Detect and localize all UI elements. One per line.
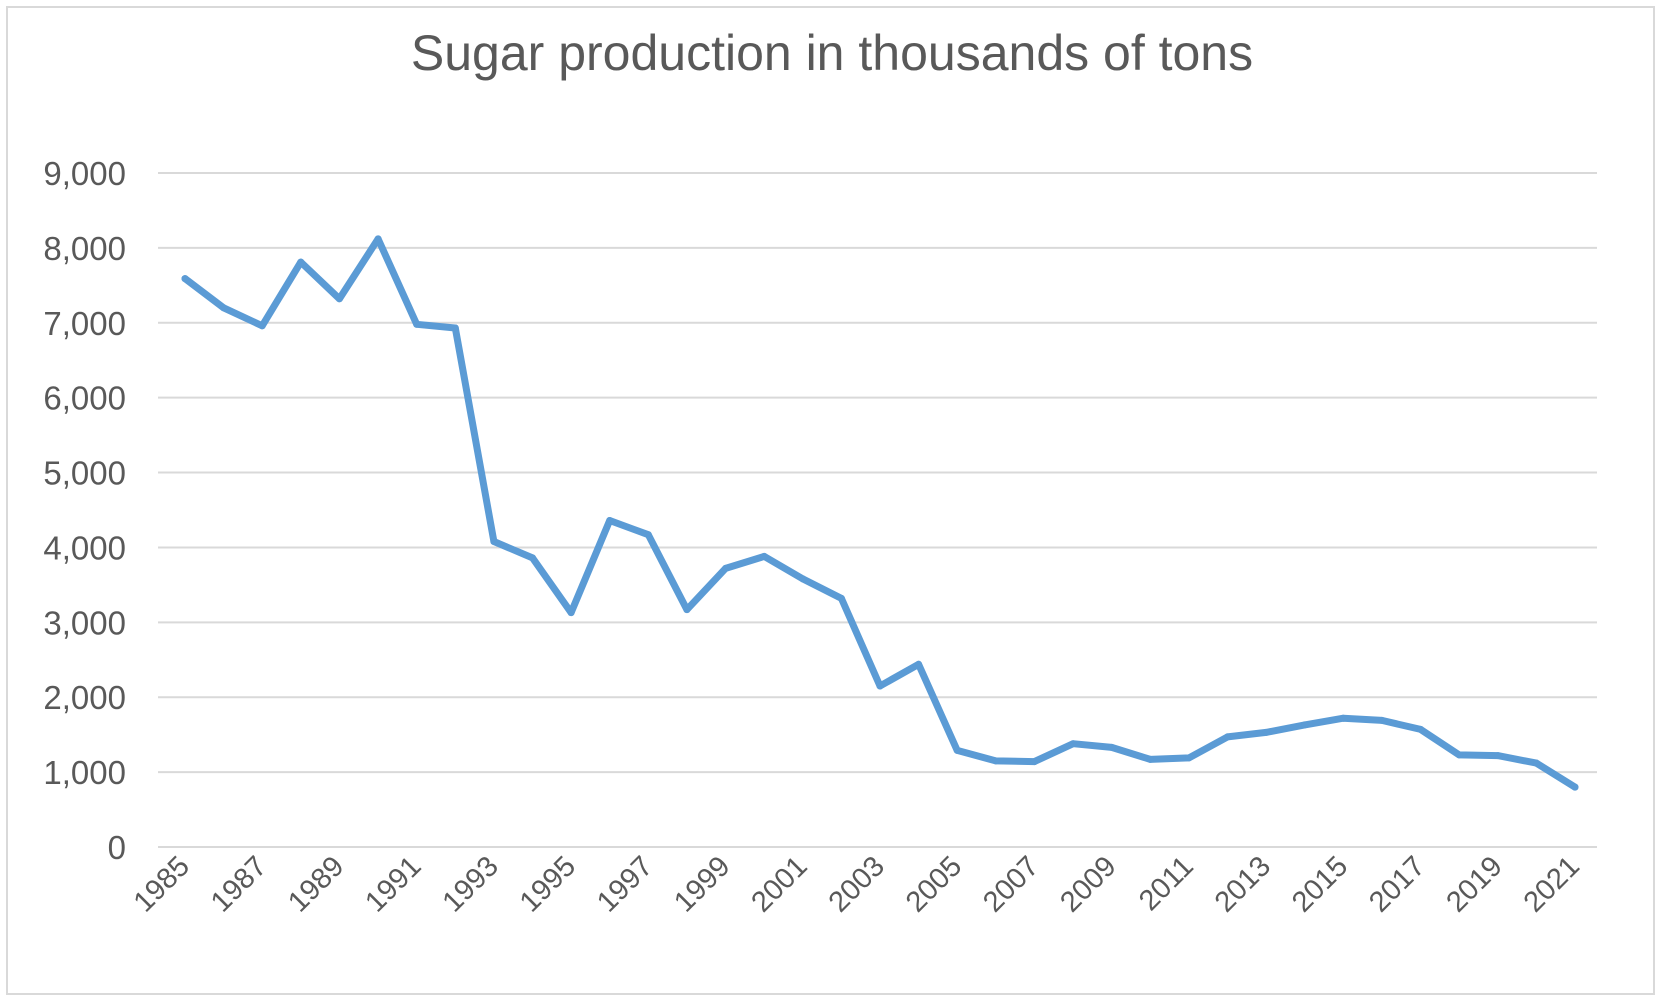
data-point	[529, 554, 536, 562]
data-point	[335, 295, 343, 303]
gridlines	[158, 172, 1597, 848]
data-point	[1455, 751, 1463, 759]
x-tick-label: 1991	[359, 850, 427, 918]
x-tick-label: 2005	[900, 850, 968, 918]
data-point	[1339, 714, 1347, 722]
data-point	[1262, 728, 1270, 736]
y-tick-label: 1,000	[43, 754, 126, 791]
data-point	[953, 746, 961, 754]
data-point	[760, 552, 768, 560]
x-tick-label: 2015	[1286, 850, 1354, 918]
y-tick-label: 6,000	[43, 380, 126, 417]
data-point	[876, 682, 884, 690]
data-point	[683, 606, 691, 614]
data-point	[220, 304, 228, 312]
data-point	[1532, 759, 1540, 767]
series-line-0	[181, 235, 1579, 791]
data-point	[1301, 721, 1309, 729]
chart-title: Sugar production in thousands of tons	[411, 25, 1253, 81]
x-tick-label: 2001	[745, 850, 813, 918]
data-point	[451, 324, 459, 332]
y-tick-label: 4,000	[43, 529, 126, 566]
data-point	[606, 517, 614, 524]
data-point	[374, 235, 382, 243]
y-tick-label: 7,000	[43, 305, 126, 342]
x-tick-label: 2021	[1518, 850, 1586, 918]
x-tick-label: 1999	[668, 850, 736, 918]
x-tick-label: 2017	[1363, 850, 1431, 918]
x-tick-label: 1997	[591, 850, 659, 918]
chart-frame	[6, 6, 1655, 995]
data-point	[837, 594, 845, 602]
y-tick-label: 9,000	[43, 155, 126, 192]
data-point	[722, 564, 730, 572]
x-tick-label: 1995	[514, 850, 582, 918]
data-point	[1146, 755, 1154, 763]
x-tick-label: 2011	[1133, 850, 1200, 917]
x-tick-label: 1987	[205, 850, 273, 918]
data-point	[799, 575, 807, 583]
data-point	[992, 757, 1000, 765]
x-tick-label: 2019	[1440, 850, 1508, 918]
x-tick-label: 1985	[128, 850, 196, 918]
x-tick-label: 2013	[1209, 850, 1277, 918]
data-point	[1417, 725, 1425, 733]
x-tick-label: 2007	[977, 850, 1045, 918]
data-point	[567, 609, 575, 617]
y-tick-label: 0	[108, 829, 126, 866]
data-point	[1030, 758, 1038, 766]
x-tick-label: 1993	[437, 850, 505, 918]
data-point	[490, 538, 498, 545]
y-axis-tick-labels: 0 1,000 2,000 3,000 4,000 5,000 6,000 7,000 8,00…	[43, 155, 126, 866]
x-axis-tick-labels: 1985 1987 1989 1991 1993 1995 1997 1999 2001 2003…	[128, 850, 1586, 918]
series-layer	[181, 235, 1579, 791]
y-tick-label: 5,000	[43, 455, 126, 492]
data-point	[413, 320, 421, 328]
data-point	[297, 258, 305, 266]
data-point	[1069, 740, 1077, 748]
x-tick-label: 2003	[823, 850, 891, 918]
x-tick-label: 2009	[1054, 850, 1122, 918]
data-point	[181, 275, 189, 283]
data-point	[1494, 752, 1502, 760]
x-tick-label: 1989	[282, 850, 350, 918]
data-point	[644, 531, 652, 539]
y-tick-label: 2,000	[43, 679, 126, 716]
data-point	[1224, 733, 1231, 741]
y-tick-label: 3,000	[43, 604, 126, 641]
data-point	[1571, 783, 1579, 791]
data-point	[258, 322, 266, 330]
y-tick-label: 8,000	[43, 230, 126, 267]
data-point	[1378, 716, 1386, 724]
data-point	[1108, 743, 1116, 751]
data-point	[1185, 754, 1193, 762]
data-point	[915, 660, 923, 668]
